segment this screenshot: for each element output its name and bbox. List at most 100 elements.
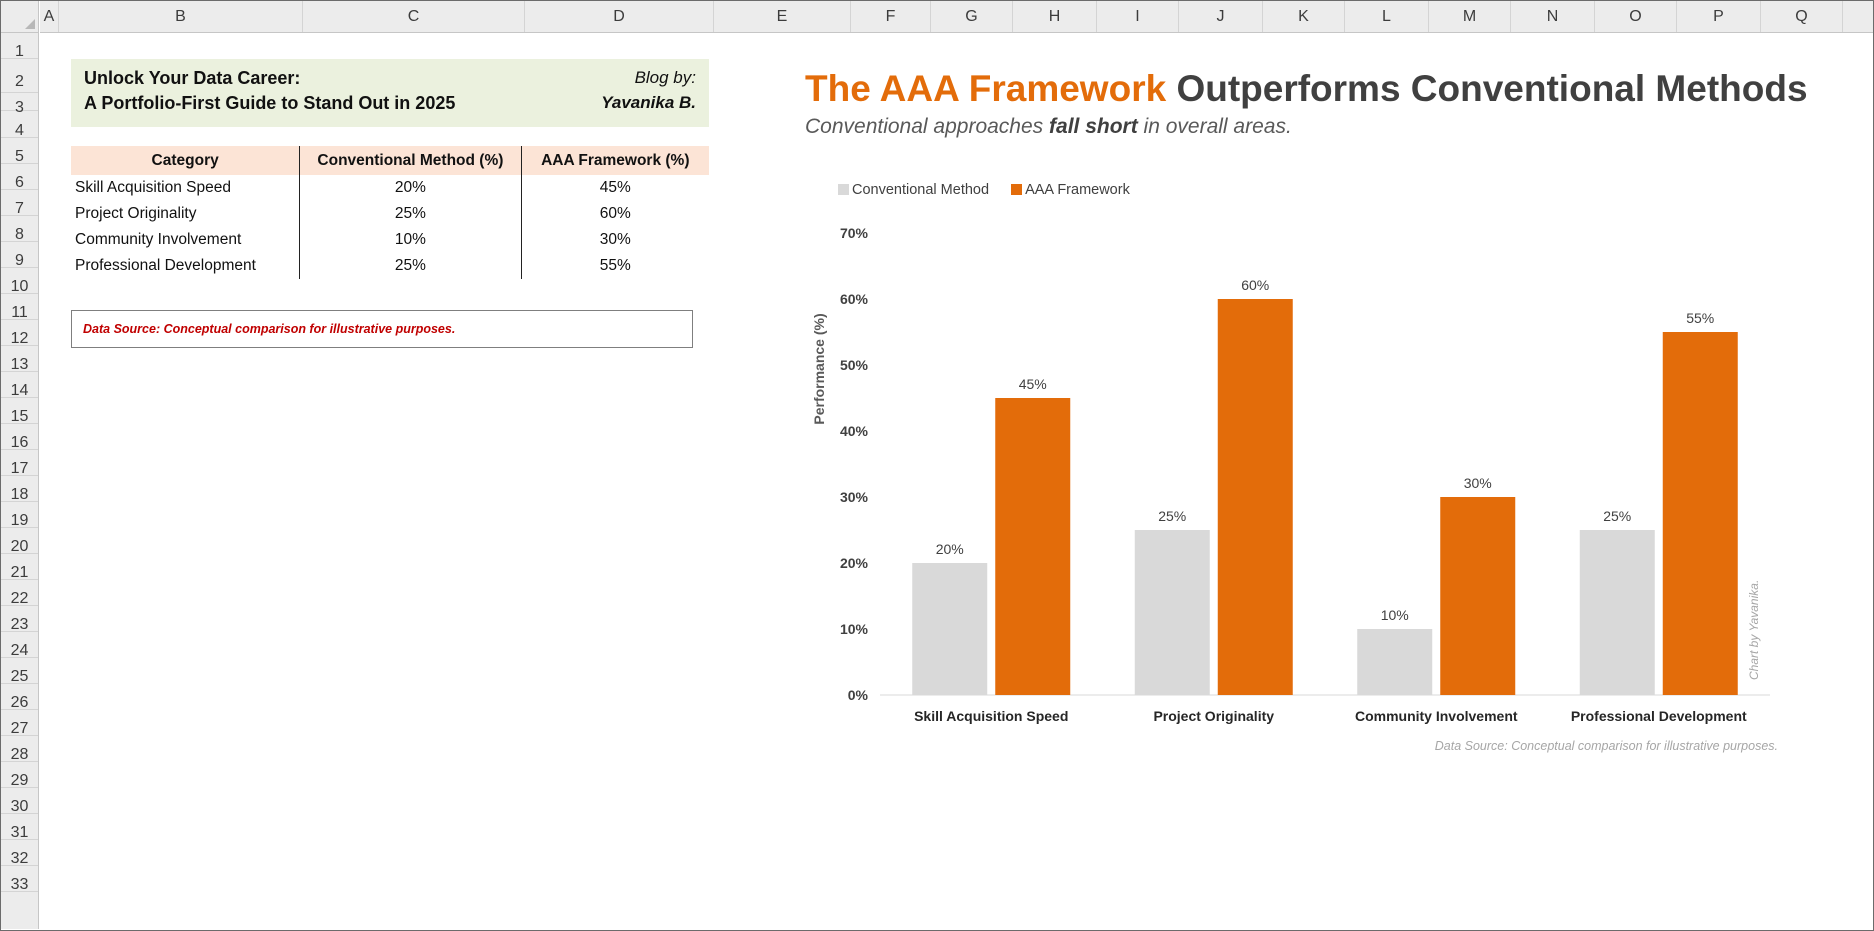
table-cell[interactable]: 25% (299, 253, 522, 279)
table-cell[interactable]: 60% (520, 201, 709, 227)
header-title-line1: Unlock Your Data Career: (84, 68, 301, 88)
row-header-9[interactable]: 9 (1, 242, 38, 269)
row-header-5[interactable]: 5 (1, 138, 38, 165)
row-header-22[interactable]: 22 (1, 580, 38, 607)
bar-aaa (995, 398, 1071, 695)
table-row: Community Involvement 10% 30% (71, 227, 709, 253)
header-box: Unlock Your Data Career: A Portfolio-Fir… (71, 59, 709, 127)
row-header-19[interactable]: 19 (1, 502, 38, 529)
row-header-23[interactable]: 23 (1, 606, 38, 633)
row-header-14[interactable]: 14 (1, 372, 38, 399)
column-header-m[interactable]: M (1429, 1, 1511, 32)
row-header-18[interactable]: 18 (1, 476, 38, 503)
row-header-4[interactable]: 4 (1, 111, 38, 139)
table-cell[interactable]: Skill Acquisition Speed (75, 179, 231, 196)
bar-aaa (1662, 332, 1738, 695)
column-header-a[interactable]: A (40, 1, 59, 32)
row-header-21[interactable]: 21 (1, 554, 38, 581)
column-header-e[interactable]: E (714, 1, 851, 32)
row-header-30[interactable]: 30 (1, 788, 38, 815)
row-header-6[interactable]: 6 (1, 164, 38, 191)
data-label: 60% (1241, 277, 1269, 293)
source-note-box[interactable]: Data Source: Conceptual comparison for i… (71, 310, 693, 348)
row-header-28[interactable]: 28 (1, 736, 38, 763)
column-header-j[interactable]: J (1179, 1, 1263, 32)
x-tick-label: Skill Acquisition Speed (914, 708, 1068, 724)
row-header-3[interactable]: 3 (1, 93, 38, 116)
y-tick-label: 0% (848, 687, 869, 703)
column-header-c[interactable]: C (303, 1, 525, 32)
column-header-g[interactable]: G (931, 1, 1013, 32)
chart-title-rest: Outperforms Conventional Methods (1176, 68, 1808, 109)
header-title-line2: A Portfolio-First Guide to Stand Out in … (84, 93, 456, 113)
row-header-32[interactable]: 32 (1, 840, 38, 867)
bar-conventional (1579, 530, 1655, 695)
column-header-r[interactable]: R (1843, 1, 1874, 32)
row-header-24[interactable]: 24 (1, 632, 38, 659)
column-header-q[interactable]: Q (1761, 1, 1843, 32)
column-header-o[interactable]: O (1595, 1, 1677, 32)
row-header-20[interactable]: 20 (1, 528, 38, 555)
table-cell[interactable]: 10% (299, 227, 522, 253)
column-header-n[interactable]: N (1511, 1, 1595, 32)
chart-legend: Conventional Method AAA Framework (838, 182, 1148, 198)
data-label: 20% (936, 541, 964, 557)
column-header-h[interactable]: H (1013, 1, 1097, 32)
row-header-10[interactable]: 10 (1, 268, 38, 295)
chart-subtitle-start: Conventional approaches (805, 115, 1050, 138)
column-header-l[interactable]: L (1345, 1, 1429, 32)
y-axis-label: Performance (%) (811, 313, 827, 424)
table-cell[interactable]: 20% (299, 175, 522, 201)
row-header-29[interactable]: 29 (1, 762, 38, 789)
table-cell[interactable]: Project Originality (75, 205, 197, 222)
data-label: 55% (1686, 310, 1714, 326)
table-cell[interactable]: Community Involvement (75, 231, 242, 248)
row-header-26[interactable]: 26 (1, 684, 38, 711)
row-header-27[interactable]: 27 (1, 710, 38, 737)
row-header-8[interactable]: 8 (1, 216, 38, 243)
legend-swatch (1011, 184, 1023, 195)
table-cell[interactable]: 30% (520, 227, 709, 253)
column-header-p[interactable]: P (1677, 1, 1761, 32)
table-header-cell[interactable]: Category (71, 146, 300, 175)
bar-chart[interactable]: 0% 10% 20% 30% 40% 50% 60% 70% Performance (%) 20… (800, 210, 1790, 770)
data-label: 25% (1603, 508, 1631, 524)
row-header-31[interactable]: 31 (1, 814, 38, 841)
chart-subtitle: Conventional approaches fall short in ov… (805, 115, 1292, 139)
y-tick-label: 10% (840, 621, 869, 637)
row-header-16[interactable]: 16 (1, 424, 38, 451)
row-header-11[interactable]: 11 (1, 294, 38, 321)
table-header-cell[interactable]: AAA Framework (%) (520, 146, 709, 175)
y-tick-label: 30% (840, 489, 869, 505)
table-header-cell[interactable]: Conventional Method (%) (299, 146, 522, 175)
y-tick-label: 40% (840, 423, 869, 439)
select-all-button[interactable] (1, 1, 39, 33)
bar-conventional (1134, 530, 1210, 695)
row-header-7[interactable]: 7 (1, 190, 38, 217)
legend-swatch (838, 184, 849, 195)
row-header-1[interactable]: 1 (1, 33, 38, 60)
legend-label: AAA Framework (1025, 182, 1130, 198)
column-header-b[interactable]: B (59, 1, 303, 32)
table-cell[interactable]: 45% (520, 175, 709, 201)
row-header-2[interactable]: 2 (1, 59, 38, 93)
table-row: Skill Acquisition Speed 20% 45% (71, 175, 709, 201)
row-header-33[interactable]: 33 (1, 866, 38, 893)
row-header-15[interactable]: 15 (1, 398, 38, 425)
data-table: Category Conventional Method (%) AAA Fra… (71, 146, 709, 279)
table-cell[interactable]: 55% (520, 253, 709, 279)
chart-subtitle-bold: fall short (1049, 115, 1138, 138)
column-header-d[interactable]: D (525, 1, 714, 32)
row-header-12[interactable]: 12 (1, 320, 38, 347)
table-cell[interactable]: 25% (299, 201, 522, 227)
data-label: 30% (1464, 475, 1492, 491)
table-header-row: Category Conventional Method (%) AAA Fra… (71, 146, 709, 175)
table-cell[interactable]: Professional Development (75, 257, 256, 274)
row-header-13[interactable]: 13 (1, 346, 38, 373)
row-header-25[interactable]: 25 (1, 658, 38, 685)
column-header-f[interactable]: F (851, 1, 931, 32)
column-header-i[interactable]: I (1097, 1, 1179, 32)
column-header-k[interactable]: K (1263, 1, 1345, 32)
row-header-17[interactable]: 17 (1, 450, 38, 477)
x-tick-label: Project Originality (1153, 708, 1274, 724)
